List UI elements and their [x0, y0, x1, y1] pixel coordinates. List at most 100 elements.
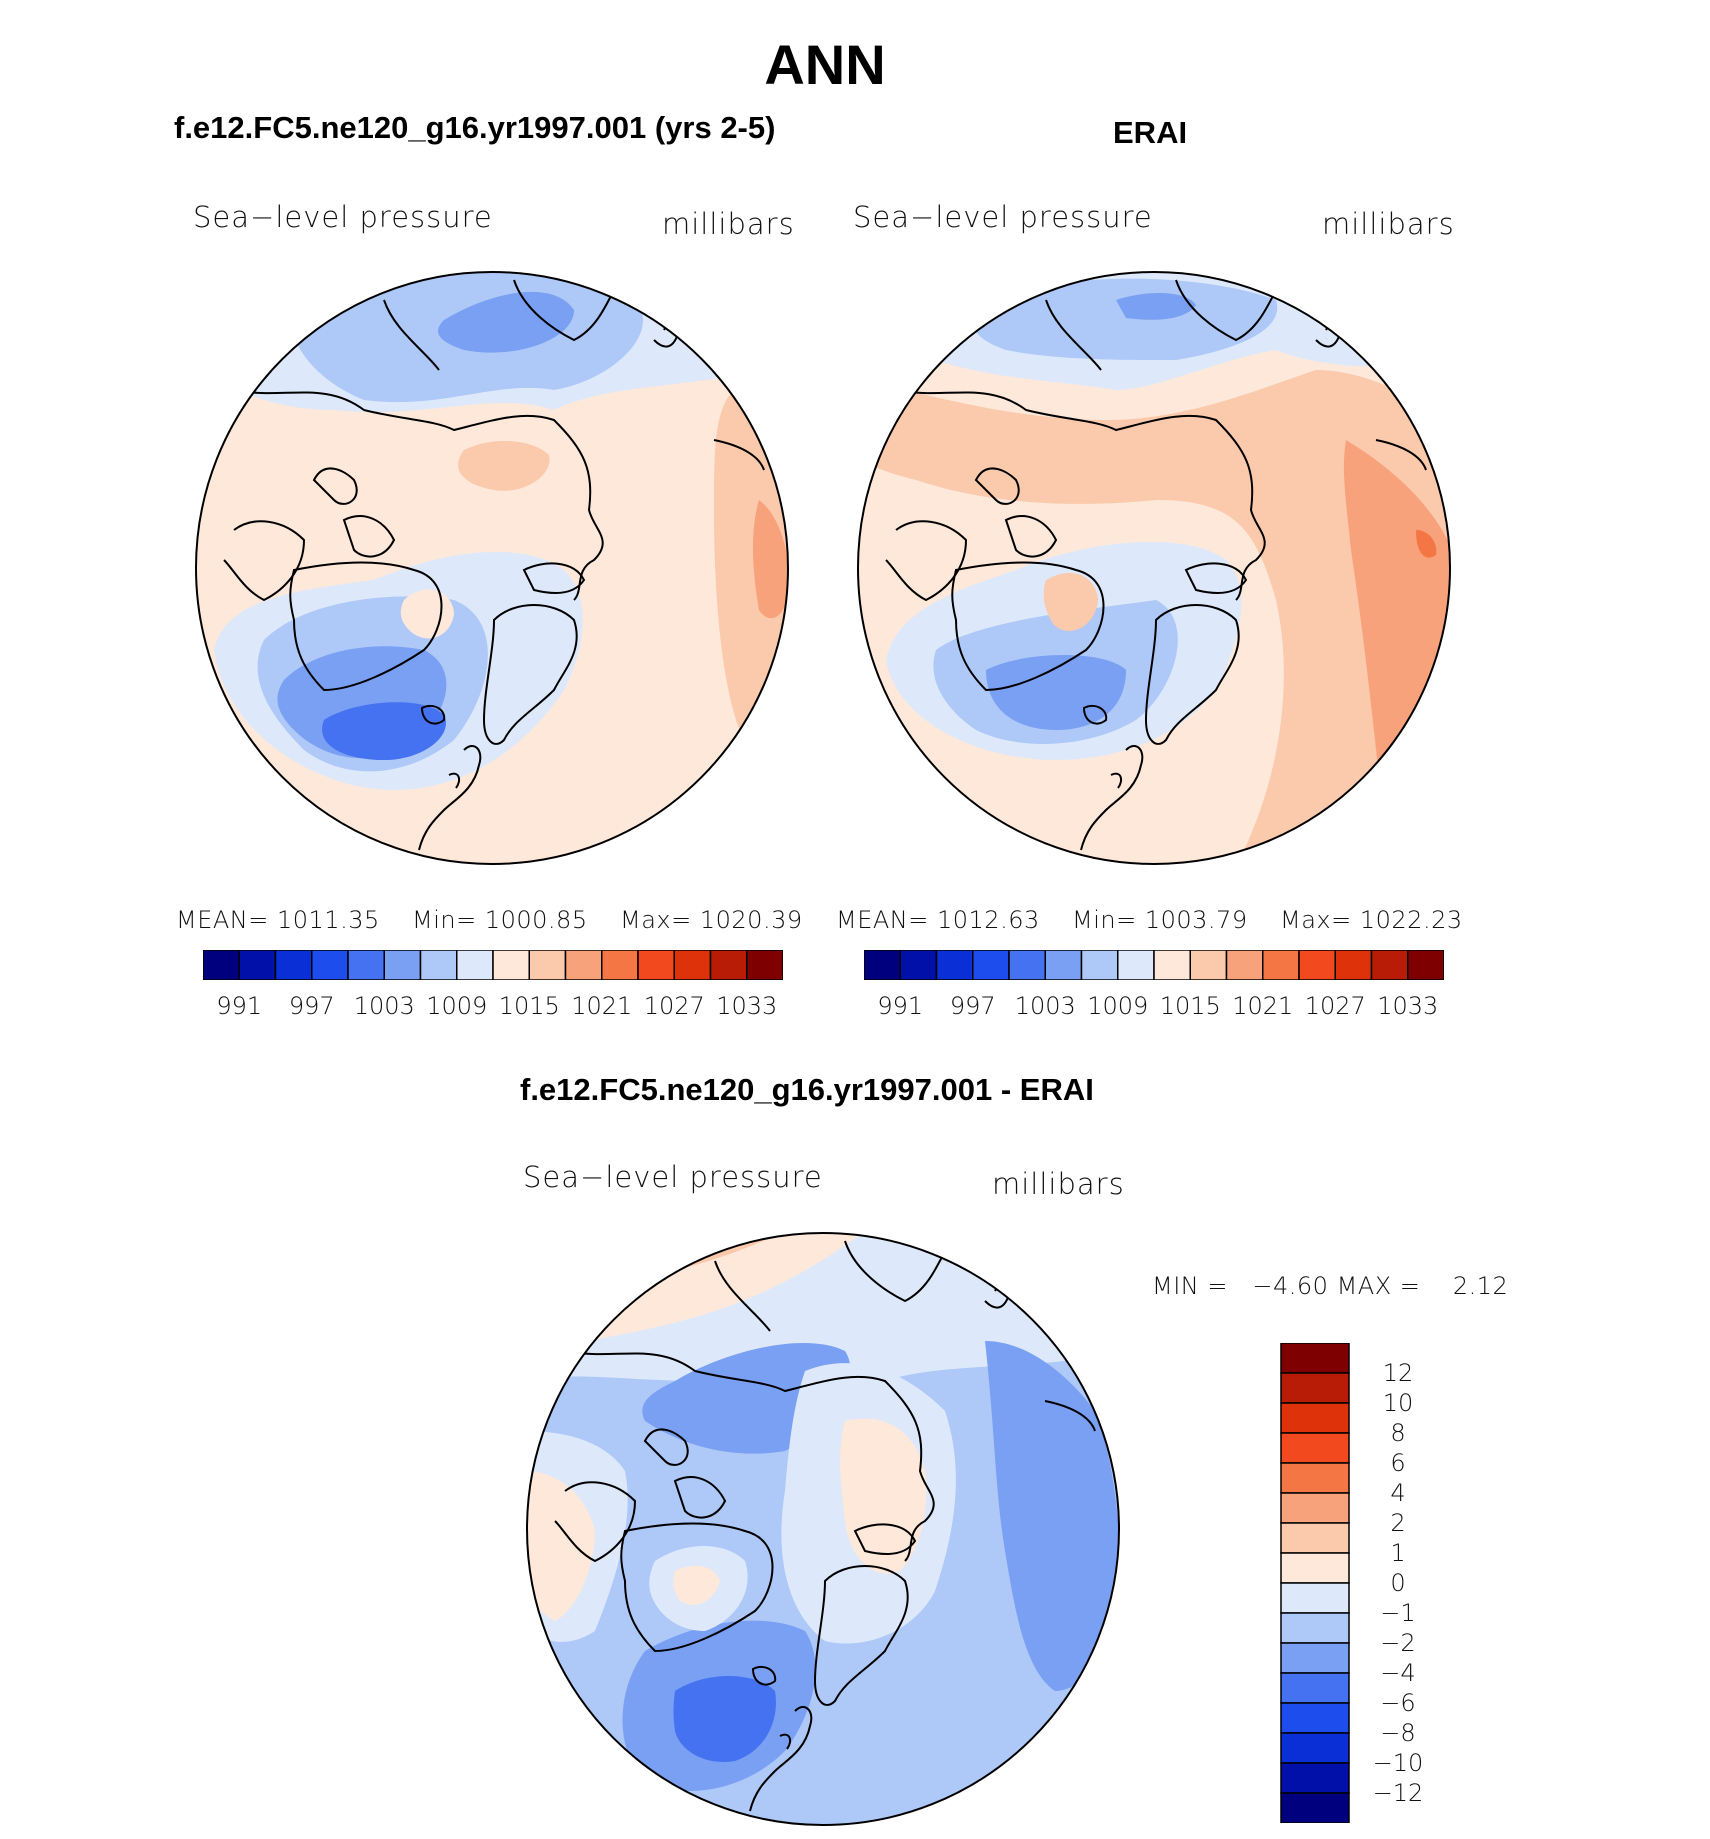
- colorbar-tick-label: 1009: [426, 992, 488, 1020]
- colorbar-swatch: [601, 950, 639, 980]
- colorbar-swatch: [899, 950, 938, 980]
- colorbar-swatch: [1117, 950, 1155, 980]
- colorbar-swatch: [1280, 1582, 1350, 1614]
- colorbar-tick-label: 1003: [1014, 992, 1076, 1020]
- colorbar-tick-label: 997: [288, 992, 335, 1020]
- model-stats-min: Min= 1000.85: [412, 906, 588, 934]
- obs-units-label: millibars: [1322, 207, 1455, 241]
- colorbar-swatch: [456, 950, 494, 980]
- colorbar-swatch: [1298, 950, 1336, 980]
- diff-polar-map: [526, 1232, 1120, 1826]
- colorbar-swatch: [311, 950, 349, 980]
- colorbar-swatch: [564, 950, 603, 980]
- colorbar-swatch: [1280, 1402, 1350, 1434]
- colorbar-swatch: [1153, 950, 1191, 980]
- colorbar-swatch: [203, 950, 240, 980]
- colorbar-tick-label: 1027: [1304, 992, 1366, 1020]
- colorbar-tick-label: 10: [1382, 1389, 1414, 1417]
- colorbar-tick-label: 1033: [716, 992, 778, 1020]
- colorbar-swatch: [1280, 1343, 1350, 1374]
- colorbar-swatch: [1407, 950, 1444, 980]
- model-polar-map: [195, 271, 789, 865]
- colorbar-swatch: [238, 950, 277, 980]
- obs-polar-map: [857, 271, 1451, 865]
- colorbar-swatch: [1262, 950, 1300, 980]
- colorbar-swatch: [347, 950, 385, 980]
- colorbar-tick-label: 1033: [1377, 992, 1439, 1020]
- colorbar-swatch: [972, 950, 1010, 980]
- colorbar-swatch: [935, 950, 974, 980]
- colorbar-tick-label: 1021: [1232, 992, 1294, 1020]
- colorbar-tick-label: 8: [1390, 1419, 1406, 1447]
- colorbar-swatch: [1280, 1762, 1350, 1794]
- colorbar-tick-label: 997: [949, 992, 996, 1020]
- model-colorbar: [203, 950, 783, 980]
- colorbar-swatch: [1280, 1462, 1350, 1494]
- colorbar-tick-label: 1: [1390, 1539, 1406, 1567]
- colorbar-tick-label: 1021: [571, 992, 633, 1020]
- colorbar-swatch: [1370, 950, 1409, 980]
- obs-colorbar: [864, 950, 1444, 980]
- colorbar-tick-label: 0: [1390, 1569, 1406, 1597]
- colorbar-tick-label: 1015: [498, 992, 560, 1020]
- colorbar-tick-label: 2: [1390, 1509, 1406, 1537]
- colorbar-tick-label: 991: [216, 992, 263, 1020]
- obs-stats-max: Max= 1022.23: [1280, 906, 1463, 934]
- colorbar-swatch: [1280, 1672, 1350, 1704]
- colorbar-swatch: [1044, 950, 1083, 980]
- colorbar-swatch: [1280, 1612, 1350, 1644]
- model-stats-mean: MEAN= 1011.35: [176, 906, 380, 934]
- model-colorbar-ticks: 991 997 1003 1009 1015 1021 1027 1033: [203, 992, 783, 1022]
- colorbar-swatch: [492, 950, 530, 980]
- colorbar-swatch: [673, 950, 712, 980]
- obs-stats-mean: MEAN= 1012.63: [836, 906, 1040, 934]
- colorbar-swatch: [746, 950, 783, 980]
- diff-stats: MIN = −4.60 MAX = 2.12: [1152, 1272, 1509, 1300]
- diff-variable-label: Sea−level pressure: [523, 1160, 823, 1194]
- page-title: ANN: [764, 33, 886, 96]
- colorbar-swatch: [1280, 1642, 1350, 1674]
- colorbar-swatch: [1189, 950, 1228, 980]
- colorbar-tick-label: 991: [877, 992, 924, 1020]
- colorbar-swatch: [1280, 1492, 1350, 1524]
- colorbar-tick-label: −1: [1380, 1599, 1416, 1627]
- colorbar-swatch: [1225, 950, 1264, 980]
- colorbar-tick-label: −10: [1372, 1749, 1424, 1777]
- model-panel-title: f.e12.FC5.ne120_g16.yr1997.001 (yrs 2-5): [174, 110, 776, 145]
- colorbar-swatch: [419, 950, 458, 980]
- colorbar-swatch: [864, 950, 901, 980]
- colorbar-swatch: [1080, 950, 1119, 980]
- colorbar-tick-label: −8: [1380, 1719, 1416, 1747]
- obs-colorbar-ticks: 991 997 1003 1009 1015 1021 1027 1033: [864, 992, 1444, 1022]
- colorbar-swatch: [1008, 950, 1046, 980]
- colorbar-tick-label: −12: [1372, 1779, 1424, 1807]
- colorbar-swatch: [1280, 1372, 1350, 1404]
- colorbar-tick-label: 12: [1382, 1359, 1414, 1387]
- colorbar-tick-label: 1015: [1159, 992, 1221, 1020]
- colorbar-swatch: [1334, 950, 1373, 980]
- colorbar-swatch: [637, 950, 675, 980]
- colorbar-tick-label: 1027: [643, 992, 705, 1020]
- obs-panel-title: ERAI: [1113, 115, 1188, 150]
- diff-colorbar: [1280, 1343, 1350, 1823]
- colorbar-swatch: [1280, 1702, 1350, 1734]
- colorbar-tick-label: 1009: [1087, 992, 1149, 1020]
- colorbar-swatch: [1280, 1432, 1350, 1464]
- colorbar-tick-label: 6: [1390, 1449, 1406, 1477]
- colorbar-swatch: [274, 950, 313, 980]
- colorbar-tick-label: −4: [1380, 1659, 1416, 1687]
- colorbar-swatch: [1280, 1732, 1350, 1764]
- obs-variable-label: Sea−level pressure: [853, 200, 1153, 234]
- colorbar-tick-label: −6: [1380, 1689, 1416, 1717]
- model-units-label: millibars: [662, 207, 795, 241]
- colorbar-tick-label: −2: [1380, 1629, 1416, 1657]
- model-variable-label: Sea−level pressure: [193, 200, 493, 234]
- colorbar-tick-label: 4: [1390, 1479, 1406, 1507]
- colorbar-swatch: [1280, 1522, 1350, 1554]
- obs-stats-min: Min= 1003.79: [1072, 906, 1248, 934]
- diff-colorbar-ticks: 12 10 8 6 4 2 1 0 −1 −2 −4 −6 −8 −10 −12: [1358, 1343, 1438, 1823]
- colorbar-swatch: [528, 950, 567, 980]
- colorbar-swatch: [1280, 1792, 1350, 1823]
- colorbar-tick-label: 1003: [353, 992, 415, 1020]
- diff-units-label: millibars: [992, 1167, 1125, 1201]
